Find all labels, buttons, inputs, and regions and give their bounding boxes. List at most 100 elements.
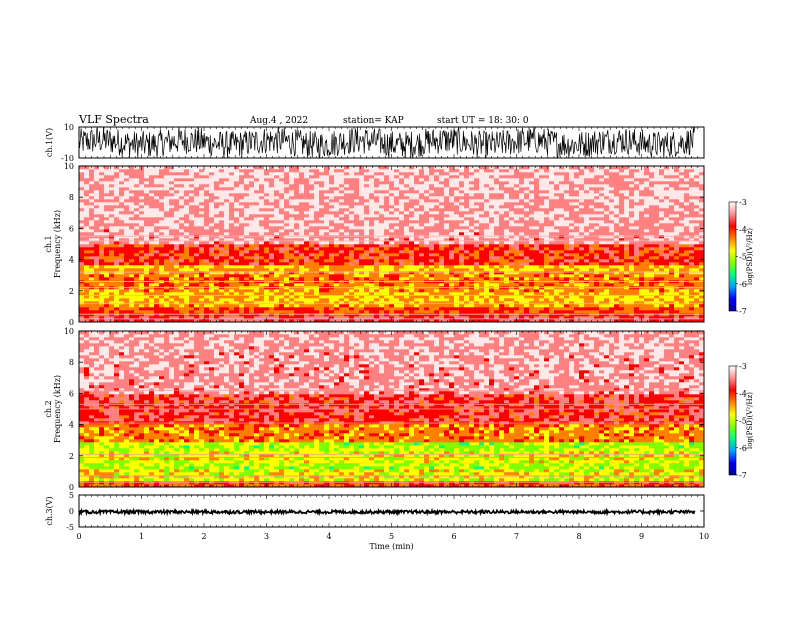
spectrogram-cell — [254, 199, 259, 202]
spectrogram-cell — [529, 190, 534, 193]
spectrogram-cell — [529, 271, 534, 274]
spectrogram-cell — [164, 268, 169, 271]
spectrogram-cell — [314, 226, 319, 229]
spectrogram-cell — [444, 223, 449, 226]
spectrogram-cell — [154, 190, 159, 193]
spectrogram-cell — [504, 274, 509, 277]
spectrogram-cell — [264, 247, 269, 250]
spectrogram-cell — [474, 268, 479, 271]
spectrogram-cell — [509, 235, 514, 238]
spectrogram-cell — [79, 277, 84, 280]
spectrogram-cell — [454, 223, 459, 226]
spectrogram-cell — [429, 268, 434, 271]
spectrogram-cell — [324, 214, 329, 217]
spectrogram-cell — [504, 184, 509, 187]
spectrogram-cell — [129, 205, 134, 208]
spectrogram-cell — [164, 253, 169, 256]
spectrogram-cell — [384, 259, 389, 262]
spectrogram-cell — [334, 310, 339, 313]
spectrogram-cell — [79, 217, 84, 220]
spectrogram-cell — [404, 217, 409, 220]
spectrogram-cell — [309, 256, 314, 259]
spectrogram-cell — [94, 247, 99, 250]
spectrogram-cell — [89, 310, 94, 313]
spectrogram-cell — [404, 235, 409, 238]
spectrogram-cell — [434, 274, 439, 277]
spectrogram-cell — [484, 175, 489, 178]
spectrogram-cell — [229, 274, 234, 277]
spectrogram-cell — [209, 304, 214, 307]
spectrogram-cell — [94, 292, 99, 295]
spectrogram-cell — [194, 193, 199, 196]
spectrogram-cell — [259, 259, 264, 262]
spectrogram-cell — [89, 235, 94, 238]
spectrogram-cell — [279, 265, 284, 268]
spectrogram-cell — [459, 235, 464, 238]
spectrogram-cell — [474, 256, 479, 259]
spectrogram-cell — [424, 181, 429, 184]
spectrogram-cell — [239, 178, 244, 181]
spectrogram-cell — [99, 232, 104, 235]
spectrogram-cell — [509, 268, 514, 271]
spectrogram-cell — [489, 274, 494, 277]
spectrogram-cell — [414, 241, 419, 244]
spectrogram-cell — [209, 217, 214, 220]
spectrogram-cell — [299, 250, 304, 253]
spectrogram-cell — [229, 250, 234, 253]
spectrogram-cell — [259, 208, 264, 211]
spectrogram-cell — [204, 199, 209, 202]
spectrogram-cell — [489, 259, 494, 262]
spectrogram-cell — [114, 229, 119, 232]
spectrogram-cell — [524, 175, 529, 178]
spectrogram-cell — [254, 172, 259, 175]
spectrogram-cell — [204, 184, 209, 187]
spectrogram-cell — [534, 301, 539, 304]
spectrogram-cell — [144, 175, 149, 178]
spectrogram-cell — [119, 265, 124, 268]
spectrogram-cell — [379, 208, 384, 211]
spectrogram-cell — [534, 298, 539, 301]
spectrogram-cell — [454, 262, 459, 265]
spectrogram-cell — [149, 271, 154, 274]
spectrogram-cell — [274, 241, 279, 244]
spectrogram-cell — [179, 187, 184, 190]
spectrogram-cell — [224, 235, 229, 238]
spectrogram-cell — [329, 235, 334, 238]
spectrogram-cell — [109, 289, 114, 292]
spectrogram-cell — [359, 196, 364, 199]
spectrogram-cell — [474, 175, 479, 178]
spectrogram-cell — [144, 256, 149, 259]
spectrogram-cell — [274, 244, 279, 247]
spectrogram-cell — [174, 253, 179, 256]
spectrogram-cell — [199, 196, 204, 199]
spectrogram-cell — [319, 193, 324, 196]
spectrogram-cell — [434, 226, 439, 229]
spectrogram-cell — [419, 247, 424, 250]
spectrogram-cell — [349, 226, 354, 229]
spectrogram-cell — [99, 262, 104, 265]
spectrogram-cell — [424, 241, 429, 244]
spectrogram-cell — [529, 193, 534, 196]
spectrogram-cell — [509, 190, 514, 193]
spectrogram-cell — [344, 298, 349, 301]
spectrogram-cell — [199, 301, 204, 304]
spectrogram-cell — [454, 274, 459, 277]
spectrogram-cell — [334, 256, 339, 259]
spectrogram-cell — [254, 265, 259, 268]
spectrogram-cell — [529, 298, 534, 301]
spectrogram-cell — [489, 199, 494, 202]
spectrogram-cell — [84, 196, 89, 199]
spectrogram-cell — [399, 229, 404, 232]
spectrogram-cell — [234, 205, 239, 208]
spectrogram-cell — [84, 169, 89, 172]
spectrogram-cell — [344, 244, 349, 247]
spectrogram-cell — [214, 304, 219, 307]
spectrogram-cell — [134, 175, 139, 178]
spectrogram-cell — [424, 193, 429, 196]
spectrogram-cell — [129, 196, 134, 199]
spectrogram-cell — [459, 283, 464, 286]
spectrogram-cell — [394, 184, 399, 187]
spectrogram-cell — [424, 214, 429, 217]
spectrogram-cell — [429, 253, 434, 256]
spectrogram-cell — [474, 253, 479, 256]
